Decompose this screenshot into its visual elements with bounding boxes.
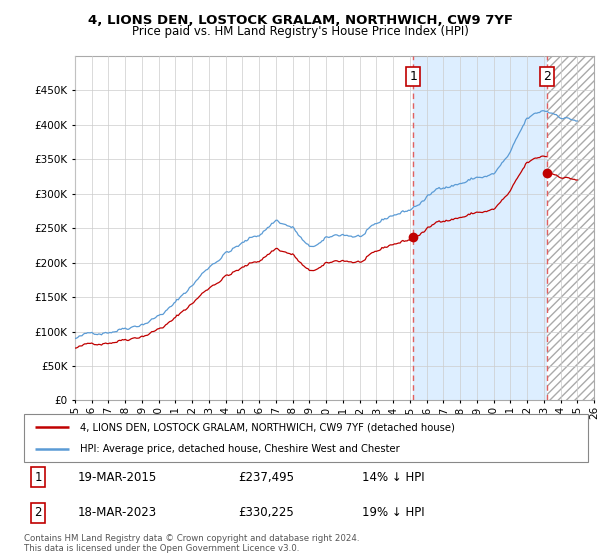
Bar (413, 56, 547, 400)
Text: HPI: Average price, detached house, Cheshire West and Chester: HPI: Average price, detached house, Ches… (80, 444, 400, 454)
Text: £330,225: £330,225 (238, 506, 294, 519)
Text: 14% ↓ HPI: 14% ↓ HPI (362, 470, 425, 484)
Text: 4, LIONS DEN, LOSTOCK GRALAM, NORTHWICH, CW9 7YF: 4, LIONS DEN, LOSTOCK GRALAM, NORTHWICH,… (88, 14, 512, 27)
Text: £237,495: £237,495 (238, 470, 295, 484)
Text: 19-MAR-2015: 19-MAR-2015 (77, 470, 157, 484)
Text: Price paid vs. HM Land Registry's House Price Index (HPI): Price paid vs. HM Land Registry's House … (131, 25, 469, 38)
Bar (547, 56, 594, 400)
Text: 2: 2 (544, 70, 551, 83)
Text: 1: 1 (409, 70, 417, 83)
Text: 2: 2 (34, 506, 42, 519)
Text: 4, LIONS DEN, LOSTOCK GRALAM, NORTHWICH, CW9 7YF (detached house): 4, LIONS DEN, LOSTOCK GRALAM, NORTHWICH,… (80, 422, 455, 432)
Text: 19% ↓ HPI: 19% ↓ HPI (362, 506, 425, 519)
Text: 18-MAR-2023: 18-MAR-2023 (77, 506, 157, 519)
Text: Contains HM Land Registry data © Crown copyright and database right 2024.
This d: Contains HM Land Registry data © Crown c… (24, 534, 359, 553)
Text: 1: 1 (34, 470, 42, 484)
